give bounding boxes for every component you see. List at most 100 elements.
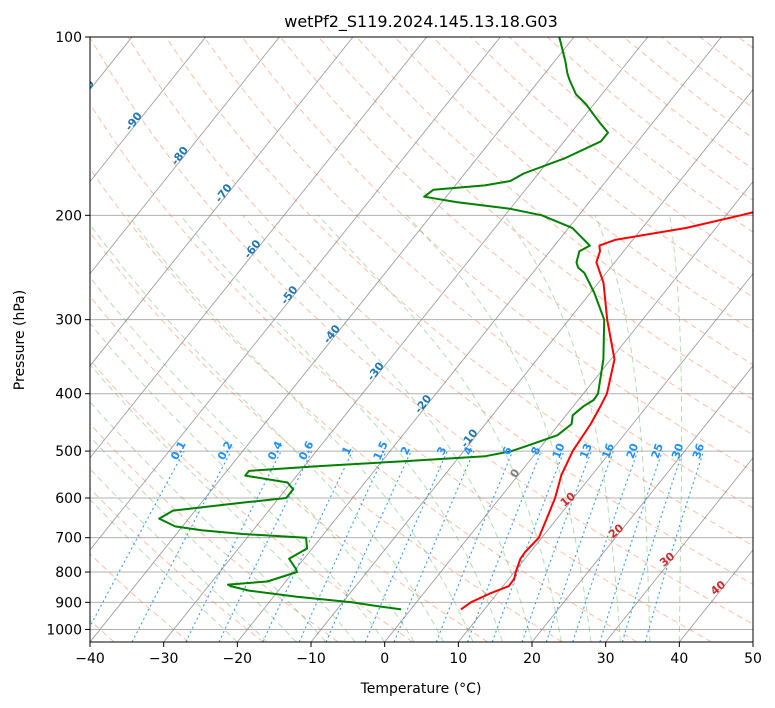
moist-adiabat-label: -80 [169, 144, 192, 168]
y-tick-label: 600 [55, 491, 82, 507]
moist-adiabat-line [669, 215, 683, 642]
moist-adiabat-line [242, 214, 533, 642]
isotherm-line [90, 37, 207, 183]
dry-adiabat-line [356, 37, 753, 366]
mixing-ratio-label: 6 [500, 445, 515, 457]
mixing-ratio-label: 36 [690, 441, 707, 460]
dry-adiabat-line [547, 37, 753, 201]
profiles [158, 37, 753, 611]
mixing-ratio-label: 10 [550, 441, 568, 460]
isotherm-line [90, 37, 575, 642]
moist-adiabat-label: -10 [458, 426, 481, 450]
isotherm-line [384, 180, 753, 642]
moist-adiabat-line [90, 401, 327, 642]
x-tick-label: 30 [597, 651, 615, 667]
dry-adiabat-line [90, 102, 712, 642]
mixing-ratio-line [262, 450, 353, 642]
y-tick-label: 900 [55, 595, 82, 611]
moist-adiabat-label: -50 [278, 283, 301, 307]
mixing-ratio-label: 0.2 [215, 439, 236, 462]
dry-adiabat-line [127, 37, 753, 586]
mixing-ratio-label: 1.5 [371, 439, 391, 462]
moist-adiabat-label: -90 [122, 109, 145, 133]
isotherm-line [163, 37, 649, 642]
y-tick-label: 1000 [46, 622, 82, 638]
mixing-ratio-label: 8 [528, 445, 543, 457]
dry-adiabat-line [508, 37, 753, 233]
y-tick-label: 100 [55, 30, 82, 46]
mixing-ratio-label: 16 [599, 441, 617, 460]
temperature-profile-line [460, 211, 753, 611]
dry-adiabat-line [90, 295, 488, 642]
moist-adiabat-line [594, 215, 651, 642]
x-tick-label: 40 [670, 651, 688, 667]
isotherm-line [90, 37, 354, 367]
mixing-ratio-label: 30 [669, 441, 686, 460]
moist-adiabats [90, 214, 683, 642]
moist-adiabat-line [90, 223, 445, 642]
y-tick-label: 800 [55, 565, 82, 581]
moist-adiabat-label: -30 [364, 359, 387, 383]
x-tick-label: 0 [380, 651, 389, 667]
moist-adiabat-line [90, 363, 356, 642]
x-tick-label: −30 [149, 651, 179, 667]
y-tick-label: 400 [55, 387, 82, 403]
y-tick-label: 300 [55, 313, 82, 329]
y-axis-label: Pressure (hPa) [12, 290, 28, 390]
mixing-ratio-label: 0.4 [265, 439, 286, 463]
mixing-ratio-label: 25 [649, 442, 666, 461]
axis-ticks: −40 −30 −20 −10 0 10 20 30 40 5010009008007006005… [46, 30, 762, 667]
chart-title: wetPf2_S119.2024.145.13.18.G03 [284, 12, 558, 32]
mixing-ratio-label: 1 [339, 444, 354, 457]
mixing-ratio-label: 13 [577, 441, 595, 460]
dry-adiabat-line [90, 553, 190, 642]
mixing-ratio-line [545, 450, 614, 642]
mixing-ratio-label: 3 [434, 445, 449, 457]
moist-adiabat-line [90, 435, 297, 642]
moist-adiabat-label: -20 [412, 392, 435, 416]
y-tick-label: 500 [55, 444, 82, 460]
mixing-ratio-line [364, 450, 448, 642]
isotherm-line [605, 457, 753, 642]
mixing-ratio-line [644, 450, 705, 642]
mixing-ratio-label: 20 [624, 441, 642, 460]
mixing-ratio-label: 2 [398, 445, 413, 457]
dry-adiabat-label: 10 [558, 489, 578, 509]
isotherm-line [752, 641, 753, 642]
mixing-ratio-label: 0.1 [168, 439, 189, 462]
isotherms [0, 37, 753, 642]
dry-adiabat-line [203, 37, 753, 509]
mixing-ratio-line [491, 450, 565, 642]
mixing-ratio-line [521, 450, 592, 642]
dry-adiabat-line [90, 423, 339, 642]
dry-adiabat-line [90, 231, 563, 642]
x-tick-label: 20 [523, 651, 541, 667]
moist-adiabat-label: -70 [212, 181, 235, 205]
moist-adiabat-line [90, 498, 238, 642]
moist-adiabat-line [90, 276, 415, 642]
mixing-ratio-line [621, 450, 684, 642]
dry-adiabat-line [470, 37, 753, 266]
mixing-ratio-line [572, 450, 639, 642]
dry-adiabat-line [90, 167, 638, 642]
mixing-ratio-line [325, 450, 412, 642]
y-tick-label: 700 [55, 531, 82, 547]
dry-adiabat-line [737, 37, 753, 49]
dry-adiabat-label: 30 [657, 549, 677, 569]
isotherm-line [678, 549, 753, 642]
isopleth-labels: 0.1 0.2 0.4 0.6 1 1.5 2 3 4 6 8 10 13 16 20 25 30 36-100-… [90, 77, 728, 598]
moist-adiabat-line [127, 214, 474, 642]
moist-adiabat-line [406, 214, 592, 642]
isotherm-line [0, 37, 58, 642]
dry-adiabat-label: 40 [708, 578, 728, 598]
isotherm-line [90, 37, 428, 459]
x-axis-label: Temperature (°C) [360, 681, 482, 697]
isotherm-line [457, 272, 753, 642]
dry-adiabats [90, 37, 753, 642]
isotherm-line [90, 37, 501, 551]
isotherm-line [236, 37, 722, 642]
x-tick-label: 10 [449, 651, 467, 667]
isotherm-line [310, 88, 753, 642]
x-tick-label: −10 [296, 651, 326, 667]
moist-adiabat-line [179, 214, 503, 642]
